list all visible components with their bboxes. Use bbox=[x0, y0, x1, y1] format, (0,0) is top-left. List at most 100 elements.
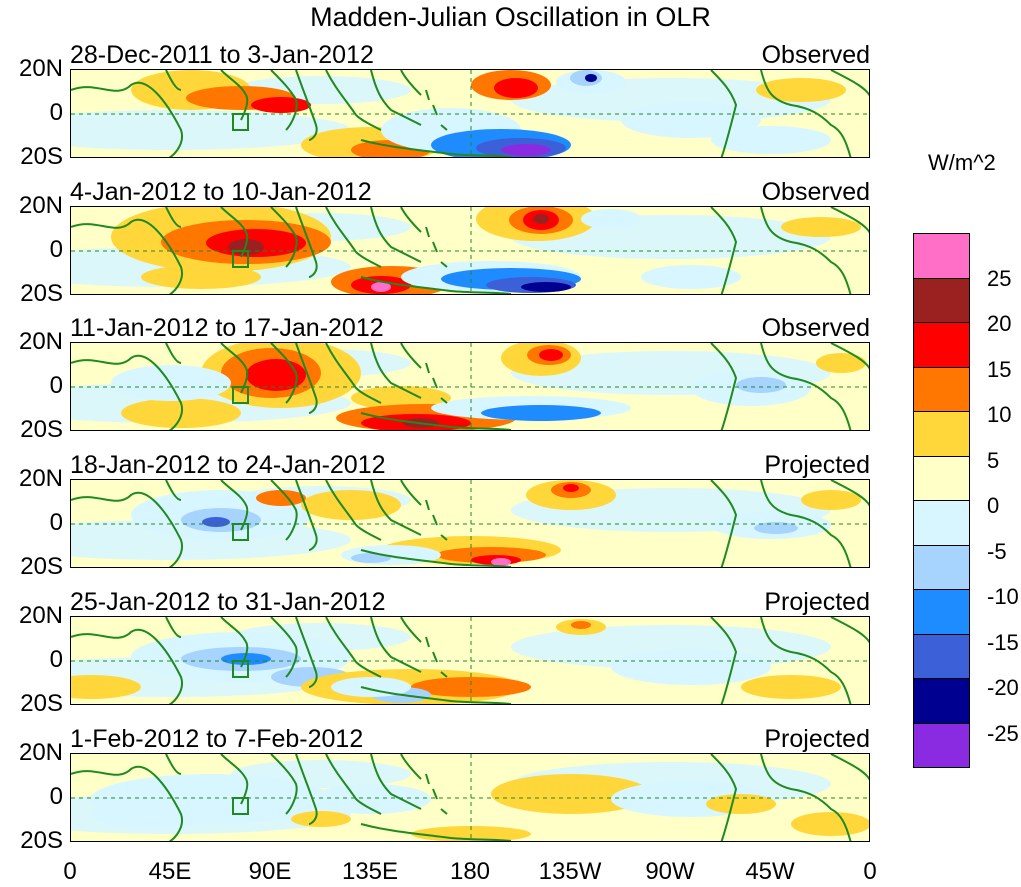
coastline bbox=[760, 754, 852, 841]
coastline bbox=[220, 70, 249, 121]
coastline bbox=[425, 226, 448, 268]
anomaly-contour bbox=[571, 621, 591, 629]
olr-map-panel bbox=[70, 342, 870, 431]
coastline bbox=[220, 207, 249, 258]
coastline bbox=[710, 754, 738, 841]
coastline bbox=[270, 480, 298, 541]
latitude-label: 20S bbox=[20, 827, 63, 854]
olr-anomaly-field bbox=[71, 207, 869, 294]
panel-date-range: 18-Jan-2012 to 24-Jan-2012 bbox=[70, 451, 386, 479]
anomaly-contour bbox=[585, 74, 597, 82]
colorbar-swatch bbox=[913, 589, 970, 635]
coastline bbox=[400, 343, 422, 369]
anomaly-contour bbox=[539, 349, 563, 361]
coastline bbox=[270, 617, 298, 678]
anomaly-contour bbox=[736, 377, 786, 393]
coastline bbox=[295, 343, 318, 414]
latitude-label: 20N bbox=[18, 55, 63, 82]
colorbar-tick-label: -25 bbox=[987, 720, 1019, 746]
longitude-label: 135W bbox=[538, 858, 602, 885]
anomaly-contour bbox=[521, 282, 571, 292]
latitude-label: 20S bbox=[20, 280, 63, 307]
colorbar-swatch bbox=[913, 544, 970, 590]
colorbar-tick-label: 5 bbox=[987, 447, 1000, 473]
colorbar-tick-label: -5 bbox=[987, 538, 1007, 564]
coastline bbox=[325, 754, 382, 815]
coastline bbox=[360, 412, 512, 430]
coastline bbox=[425, 773, 448, 815]
anomaly-contour bbox=[291, 811, 351, 827]
coastline bbox=[400, 754, 422, 780]
olr-anomaly-field bbox=[71, 480, 869, 567]
coastline bbox=[710, 343, 738, 430]
coastline bbox=[325, 207, 382, 268]
latitude-label: 20N bbox=[18, 465, 63, 492]
coastline bbox=[165, 207, 182, 228]
anomaly-contour bbox=[816, 353, 866, 373]
anomaly-contour bbox=[756, 78, 846, 102]
anomaly-contour bbox=[621, 102, 761, 138]
coastline bbox=[710, 480, 738, 567]
panel-date-range: 25-Jan-2012 to 31-Jan-2012 bbox=[70, 588, 386, 616]
coastline bbox=[830, 70, 869, 97]
coastline bbox=[760, 617, 852, 704]
coastline bbox=[425, 89, 448, 131]
panel-date-range: 11-Jan-2012 to 17-Jan-2012 bbox=[70, 314, 384, 342]
colorbar-tick-label: 15 bbox=[987, 356, 1012, 382]
chart-title: Madden-Julian Oscillation in OLR bbox=[310, 2, 711, 32]
coastline bbox=[71, 491, 183, 567]
colorbar-tick-label: -10 bbox=[987, 584, 1019, 609]
coastline bbox=[425, 362, 448, 404]
anomaly-contour bbox=[611, 649, 771, 685]
colorbar-tick-label: -20 bbox=[987, 675, 1019, 700]
anomaly-contour bbox=[331, 677, 411, 697]
anomaly-contour bbox=[581, 209, 641, 229]
coastline bbox=[830, 754, 869, 781]
colorbar-tick-label: 25 bbox=[987, 265, 1012, 291]
latitude-label: 20N bbox=[18, 328, 63, 355]
olr-anomaly-field bbox=[71, 617, 869, 704]
coastline bbox=[370, 480, 422, 536]
coastline bbox=[400, 480, 422, 506]
olr-map-panel bbox=[70, 69, 870, 158]
coastline bbox=[400, 70, 422, 96]
colorbar-swatch bbox=[913, 678, 970, 724]
longitude-label: 0 bbox=[863, 858, 877, 885]
colorbar-swatch bbox=[913, 277, 970, 323]
coastline bbox=[370, 754, 422, 810]
anomaly-contour bbox=[491, 774, 651, 814]
coastline bbox=[425, 499, 448, 541]
coastline bbox=[295, 754, 318, 825]
coastline bbox=[295, 70, 318, 141]
latitude-label: 0 bbox=[49, 783, 63, 810]
colorbar-tick-label: 10 bbox=[987, 402, 1012, 427]
coastline bbox=[270, 754, 298, 815]
longitude-label: 90W bbox=[645, 858, 695, 885]
coastline bbox=[760, 343, 852, 430]
coastline bbox=[220, 480, 249, 531]
latitude-label: 20N bbox=[18, 739, 63, 766]
longitude-label: 45E bbox=[148, 858, 192, 885]
reference-box bbox=[232, 250, 249, 268]
coastline bbox=[400, 617, 422, 643]
latitude-label: 20S bbox=[20, 690, 63, 717]
anomaly-contour bbox=[706, 794, 776, 814]
latitude-label: 0 bbox=[49, 99, 63, 126]
coastline bbox=[360, 549, 512, 567]
colorbar bbox=[913, 233, 970, 768]
anomaly-contour bbox=[251, 97, 311, 113]
anomaly-contour bbox=[411, 677, 531, 697]
latitude-label: 20N bbox=[18, 192, 63, 219]
coastline bbox=[270, 343, 298, 404]
reference-box bbox=[232, 660, 249, 678]
coastline bbox=[760, 207, 852, 294]
reference-box bbox=[232, 386, 249, 404]
colorbar-swatch bbox=[913, 455, 970, 501]
olr-anomaly-field bbox=[71, 343, 869, 430]
coastline bbox=[830, 480, 869, 507]
coastline bbox=[295, 207, 318, 278]
anomaly-contour bbox=[791, 812, 869, 836]
coastline bbox=[270, 207, 298, 268]
coastline bbox=[360, 139, 512, 157]
coastline bbox=[295, 480, 318, 551]
